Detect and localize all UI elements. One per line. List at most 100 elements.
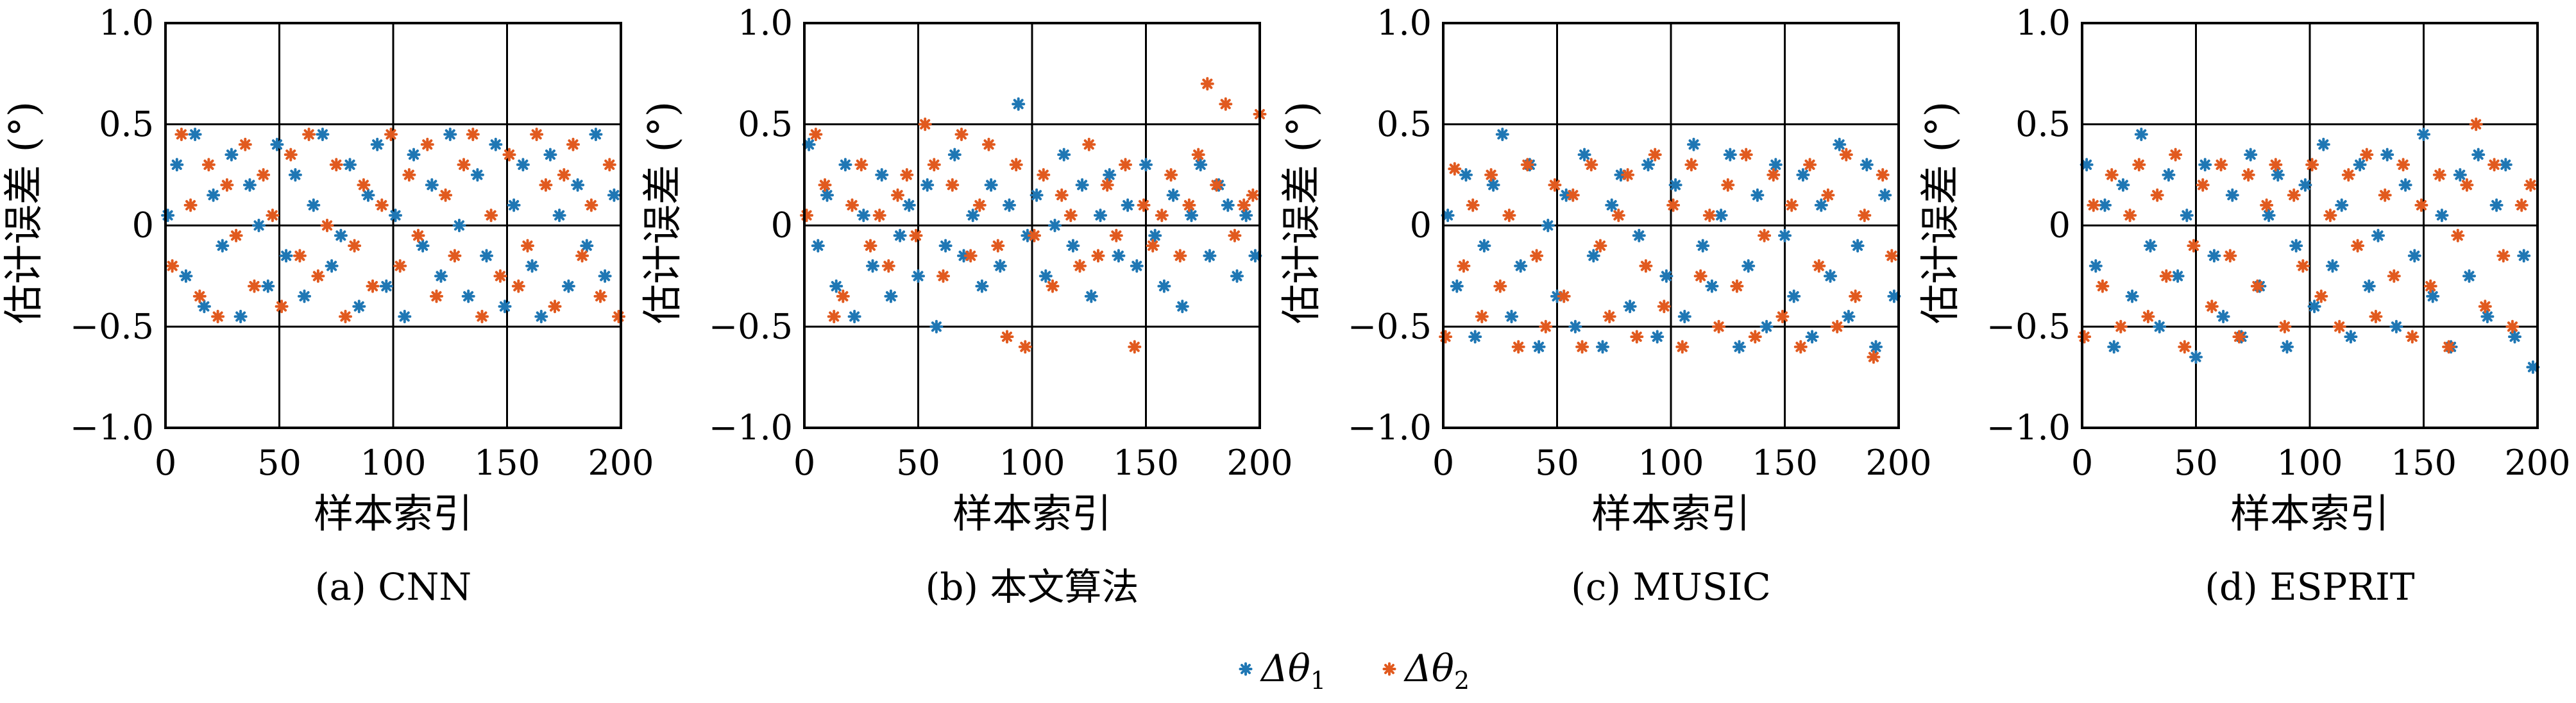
data-point-series-1 xyxy=(1824,269,1837,283)
data-point-series-1 xyxy=(1614,168,1628,182)
data-point-series-1 xyxy=(1441,208,1455,223)
data-point-series-1 xyxy=(1003,198,1016,212)
data-point-series-2 xyxy=(1858,208,1872,223)
data-point-series-2 xyxy=(1739,148,1753,162)
data-point-series-2 xyxy=(2187,239,2201,253)
data-point-series-2 xyxy=(248,279,261,293)
data-point-series-2 xyxy=(192,289,207,303)
data-point-series-2 xyxy=(511,279,525,293)
data-point-series-1 xyxy=(461,289,475,303)
plot-frame xyxy=(2081,22,2539,429)
panel-caption: (a) CNN xyxy=(315,565,471,609)
data-point-series-1 xyxy=(1221,198,1235,212)
data-point-series-2 xyxy=(2114,319,2128,334)
data-point-series-1 xyxy=(170,158,184,172)
x-tick-label: 50 xyxy=(1535,443,1579,483)
data-point-series-2 xyxy=(521,239,534,253)
y-tick-label: 0.5 xyxy=(738,104,793,144)
y-tick-label: 0 xyxy=(771,205,793,246)
data-point-series-2 xyxy=(1228,228,1242,242)
data-point-series-2 xyxy=(1146,239,1160,253)
data-point-series-1 xyxy=(242,178,257,192)
data-point-series-2 xyxy=(2478,300,2492,314)
data-point-series-1 xyxy=(911,269,925,283)
data-point-series-2 xyxy=(1137,198,1151,212)
data-point-series-2 xyxy=(2223,249,2237,263)
data-point-series-1 xyxy=(2107,340,2121,354)
data-point-series-1 xyxy=(452,219,466,232)
data-point-series-2 xyxy=(1611,208,1625,223)
data-point-series-2 xyxy=(557,168,571,182)
data-point-series-1 xyxy=(1057,148,1071,162)
data-point-series-2 xyxy=(818,178,832,192)
y-tick-label: −1.0 xyxy=(709,407,793,448)
x-tick-label: 200 xyxy=(588,443,654,483)
data-point-series-1 xyxy=(1723,148,1737,162)
data-point-series-1 xyxy=(2489,198,2504,212)
data-point-series-1 xyxy=(2453,168,2467,182)
data-point-series-2 xyxy=(2314,289,2328,303)
data-point-series-1 xyxy=(325,259,339,273)
data-point-series-1 xyxy=(1750,188,1765,202)
data-point-series-1 xyxy=(2289,239,2303,253)
data-point-series-2 xyxy=(1675,340,1690,354)
y-tick-label: 0 xyxy=(2049,205,2071,246)
legend-marker-series-1 xyxy=(1239,662,1253,676)
data-point-series-1 xyxy=(1759,319,1774,334)
data-point-series-2 xyxy=(845,198,859,212)
data-point-series-1 xyxy=(207,188,221,202)
data-point-series-1 xyxy=(2380,148,2394,162)
data-point-series-2 xyxy=(2196,178,2210,192)
x-tick-label: 0 xyxy=(155,443,176,483)
x-tick-label: 200 xyxy=(1865,443,1931,483)
data-point-series-2 xyxy=(220,178,234,192)
data-point-series-2 xyxy=(2105,168,2119,182)
data-point-series-2 xyxy=(1173,249,1187,263)
data-point-series-1 xyxy=(1668,178,1682,192)
data-point-series-2 xyxy=(1566,188,1580,202)
data-point-series-2 xyxy=(411,228,425,242)
data-point-series-2 xyxy=(945,178,960,192)
data-point-series-2 xyxy=(2332,319,2346,334)
data-point-series-2 xyxy=(1493,279,1507,293)
data-point-series-1 xyxy=(1166,188,1180,202)
plot-frame xyxy=(803,22,1261,429)
x-tick-label: 150 xyxy=(2391,443,2457,483)
data-point-series-2 xyxy=(1237,198,1251,212)
x-tick-label: 100 xyxy=(2276,443,2343,483)
data-point-series-1 xyxy=(938,239,953,253)
data-point-series-2 xyxy=(275,300,289,314)
data-point-series-2 xyxy=(827,310,841,323)
data-point-series-1 xyxy=(802,137,816,151)
data-point-series-2 xyxy=(339,310,352,323)
x-tick-label: 0 xyxy=(2071,443,2093,483)
data-point-series-2 xyxy=(1191,148,1205,162)
data-point-series-1 xyxy=(975,279,989,293)
data-point-series-2 xyxy=(1867,350,1881,364)
data-point-series-1 xyxy=(2216,310,2230,323)
data-point-series-1 xyxy=(1194,158,1208,172)
x-tick-label: 100 xyxy=(999,443,1065,483)
data-point-series-1 xyxy=(179,269,193,283)
data-point-series-1 xyxy=(2171,269,2185,283)
data-point-series-2 xyxy=(2260,198,2274,212)
data-point-series-1 xyxy=(480,249,493,263)
y-tick-label: 0.5 xyxy=(99,104,154,144)
data-point-series-1 xyxy=(1677,310,1691,323)
data-point-series-1 xyxy=(407,148,421,162)
y-tick-label: 1.0 xyxy=(738,3,793,43)
data-point-series-1 xyxy=(1796,168,1810,182)
data-point-series-1 xyxy=(1012,97,1026,111)
data-point-series-1 xyxy=(1568,319,1582,334)
data-point-series-1 xyxy=(2198,158,2212,172)
x-tick-label: 200 xyxy=(1226,443,1292,483)
data-point-series-1 xyxy=(1623,300,1637,314)
data-point-series-1 xyxy=(2362,279,2376,293)
data-point-series-1 xyxy=(2480,310,2495,323)
data-point-series-2 xyxy=(311,269,325,283)
data-point-series-2 xyxy=(539,178,553,192)
data-point-series-2 xyxy=(936,269,950,283)
y-tick-label: −0.5 xyxy=(709,306,793,346)
data-point-series-1 xyxy=(470,168,484,182)
